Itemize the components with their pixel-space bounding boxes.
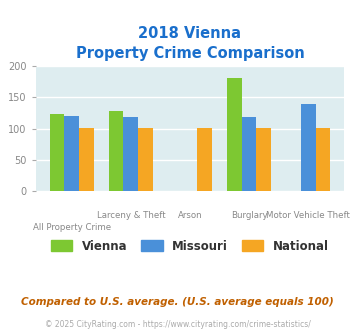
Bar — [227, 78, 242, 191]
Text: Arson: Arson — [178, 211, 202, 220]
Bar — [256, 128, 271, 191]
Legend: Vienna, Missouri, National: Vienna, Missouri, National — [46, 235, 334, 257]
Bar — [64, 116, 79, 191]
Text: All Property Crime: All Property Crime — [33, 223, 111, 232]
Bar — [316, 128, 330, 191]
Bar — [124, 117, 138, 191]
Bar — [109, 111, 124, 191]
Text: Burglary: Burglary — [231, 211, 267, 220]
Bar — [138, 128, 153, 191]
Bar — [301, 104, 316, 191]
Text: © 2025 CityRating.com - https://www.cityrating.com/crime-statistics/: © 2025 CityRating.com - https://www.city… — [45, 319, 310, 329]
Bar — [242, 117, 256, 191]
Text: Motor Vehicle Theft: Motor Vehicle Theft — [266, 211, 350, 220]
Bar — [197, 128, 212, 191]
Title: 2018 Vienna
Property Crime Comparison: 2018 Vienna Property Crime Comparison — [76, 26, 304, 61]
Text: Larceny & Theft: Larceny & Theft — [97, 211, 165, 220]
Text: Compared to U.S. average. (U.S. average equals 100): Compared to U.S. average. (U.S. average … — [21, 297, 334, 307]
Bar — [50, 114, 64, 191]
Bar — [79, 128, 94, 191]
